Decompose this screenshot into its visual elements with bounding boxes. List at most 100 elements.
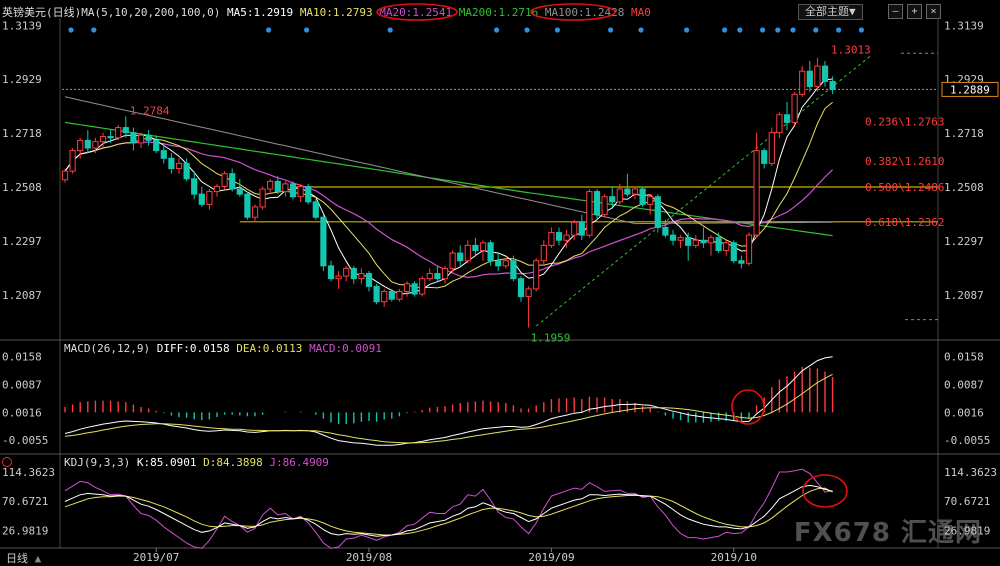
- candle-body: [77, 139, 84, 152]
- y-tick-label: 1.2297: [944, 235, 984, 248]
- y-tick-label: 1.2508: [2, 181, 42, 194]
- y-tick-label: 1.3139: [2, 19, 42, 32]
- kdj-d-value: D:84.3898: [203, 456, 263, 469]
- candle-body: [221, 173, 228, 187]
- zoom-out-button[interactable]: –: [888, 4, 903, 19]
- highlight-circle: [802, 474, 848, 508]
- candle-body: [593, 191, 601, 216]
- candle-body: [776, 114, 783, 134]
- candle-body: [441, 267, 449, 280]
- theme-dropdown-button[interactable]: 全部主题▼: [798, 4, 863, 20]
- highlight-circle: [731, 389, 765, 425]
- candle-body: [745, 234, 753, 264]
- kdj-settings-icon[interactable]: [2, 457, 12, 467]
- event-dot: [858, 27, 865, 33]
- kdj-y-tick-label: 26.9819: [2, 524, 48, 537]
- x-tick-label: 2019/07: [133, 551, 179, 564]
- candle-body: [320, 216, 327, 267]
- candle-body: [191, 178, 198, 195]
- candle-body: [213, 185, 221, 193]
- candle-body: [647, 196, 654, 205]
- candle-body: [707, 237, 715, 244]
- candle-body: [267, 180, 274, 190]
- event-dot: [68, 27, 74, 33]
- kdj-k-line: [64, 484, 833, 537]
- event-dot: [760, 27, 766, 33]
- candle-body: [403, 283, 411, 292]
- candle-body: [540, 244, 547, 262]
- candle-body: [677, 237, 684, 241]
- candle-body: [806, 70, 813, 88]
- zoom-in-button[interactable]: +: [907, 4, 922, 19]
- candle-body: [449, 252, 456, 269]
- ma10-line: [64, 101, 833, 289]
- candle-body: [206, 191, 213, 205]
- kdj-y-tick-label: 114.3623: [2, 466, 55, 479]
- candle-body: [434, 273, 441, 280]
- peak-price-label: 1.3013: [831, 44, 871, 57]
- kdj-params-label: KDJ(9,3,3): [64, 456, 131, 469]
- close-panel-button[interactable]: ×: [926, 4, 941, 19]
- x-tick-label: 2019/08: [346, 551, 392, 564]
- y-tick-label: 1.3139: [944, 19, 984, 32]
- candle-body: [229, 173, 236, 190]
- candle-body: [84, 139, 91, 149]
- candle-body: [137, 134, 145, 144]
- macd-y-tick-label: -0.0055: [944, 434, 990, 447]
- candle-body: [312, 201, 319, 218]
- candle-body: [175, 162, 183, 170]
- candle-body: [107, 136, 114, 139]
- candle-body: [669, 234, 677, 241]
- candle-body: [297, 185, 304, 198]
- event-dot: [836, 27, 842, 33]
- candle-body: [61, 170, 69, 181]
- candle-body: [92, 141, 99, 149]
- candle-body: [829, 80, 836, 90]
- kdj-y-tick-label: 114.3623: [944, 466, 997, 479]
- ma200-value: MA200:1.2716: [458, 6, 539, 19]
- ma100-value: MA100:1.2428: [544, 6, 625, 19]
- candle-body: [396, 290, 403, 300]
- candle-body: [289, 183, 297, 198]
- candle-body: [555, 232, 563, 241]
- candle-body: [381, 290, 388, 303]
- ma0-value: MA0: [631, 6, 651, 19]
- event-dot: [524, 27, 530, 33]
- macd-y-tick-label: 0.0158: [944, 351, 984, 364]
- kdj-y-tick-label: 70.6721: [944, 495, 990, 508]
- candle-body: [685, 237, 692, 246]
- candle-body: [624, 188, 631, 195]
- candle-body: [715, 237, 722, 251]
- candle-body: [563, 234, 570, 241]
- ma5-value: MA5:1.2919: [226, 6, 294, 19]
- candle-body: [99, 136, 107, 143]
- candle-body: [768, 132, 775, 164]
- candle-body: [601, 196, 608, 216]
- candle-body: [183, 162, 190, 180]
- fib-236-label: 0.236\1.2763: [865, 116, 944, 129]
- ma200-line: [64, 121, 833, 237]
- macd-dea-value: DEA:0.0113: [236, 342, 303, 355]
- candle-body: [761, 150, 768, 164]
- candle-body: [365, 273, 373, 287]
- candle-body: [335, 275, 342, 280]
- candle-body: [821, 65, 829, 82]
- watermark-logo: FX678 汇通网: [793, 518, 982, 548]
- candle-body: [411, 283, 418, 295]
- candle-body: [282, 183, 289, 193]
- event-dot: [304, 27, 310, 33]
- y-tick-label: 1.2087: [944, 289, 984, 302]
- candle-body: [343, 267, 350, 277]
- x-tick-label: 2019/10: [711, 551, 757, 564]
- candle-body: [730, 242, 737, 262]
- period-tab[interactable]: 日线 ▲: [6, 552, 42, 565]
- fib-618-label: 0.618\1.2362: [865, 216, 944, 229]
- event-dot: [554, 27, 561, 33]
- candle-body: [168, 157, 175, 170]
- y-tick-label: 1.2297: [2, 235, 42, 248]
- macd-dea-line: [64, 373, 833, 444]
- ma20-line: [64, 141, 834, 279]
- ma20-value: MA20:1.2541: [379, 6, 453, 19]
- candle-body: [533, 260, 540, 290]
